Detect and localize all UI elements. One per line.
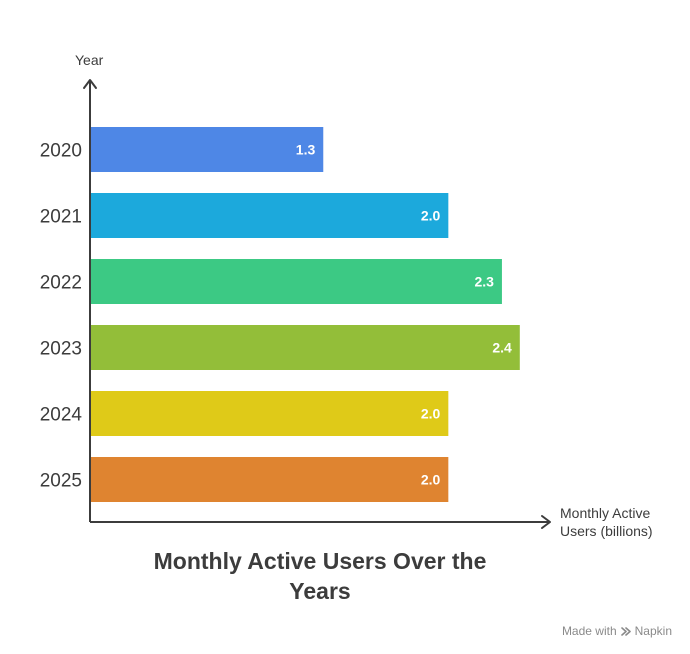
bar-2025 (91, 457, 449, 502)
y-tick-label-2022: 2022 (40, 273, 82, 294)
x-axis-title: Monthly Active Users (billions) (560, 505, 654, 539)
y-tick-label-2020: 2020 (40, 141, 82, 162)
napkin-logo-icon (620, 626, 631, 636)
bar-2023 (91, 325, 520, 370)
bar-2020 (91, 127, 324, 172)
y-tick-label-2024: 2024 (40, 405, 83, 426)
bar-value-label-2021: 2.0 (421, 208, 441, 224)
y-axis-title: Year (75, 52, 104, 68)
made-with-label: Made with (561, 624, 617, 638)
napkin-brand-label: Napkin (634, 624, 672, 638)
made-with-credit[interactable]: Made with Napkin (562, 624, 672, 638)
bar-value-label-2025: 2.0 (421, 472, 441, 488)
chart-title: Monthly Active Users Over the Years (120, 546, 520, 606)
bar-value-label-2020: 1.3 (296, 142, 316, 158)
bar-2021 (91, 193, 449, 238)
x-axis-title-line-2: Users (billions) (560, 523, 653, 539)
y-tick-label-2021: 2021 (40, 207, 82, 228)
napkin-brand: Napkin (620, 624, 672, 638)
chart-title-line-2: Years (289, 578, 351, 604)
bars-group: 1.3 2020 2.0 2021 2.3 2022 2.4 2023 2.0 2024 2.0 20… (40, 127, 520, 502)
y-tick-label-2025: 2025 (40, 471, 82, 492)
bar-2024 (91, 391, 449, 436)
x-axis-arrow-icon (541, 515, 551, 529)
bar-value-label-2024: 2.0 (421, 406, 441, 422)
chart-title-line-1: Monthly Active Users Over the (153, 548, 487, 574)
bar-2022 (91, 259, 502, 304)
y-tick-label-2023: 2023 (40, 339, 82, 360)
y-axis-arrow-icon (83, 79, 97, 89)
bar-value-label-2023: 2.4 (492, 340, 512, 356)
bar-value-label-2022: 2.3 (474, 274, 494, 290)
x-axis-title-line-1: Monthly Active (560, 505, 650, 521)
